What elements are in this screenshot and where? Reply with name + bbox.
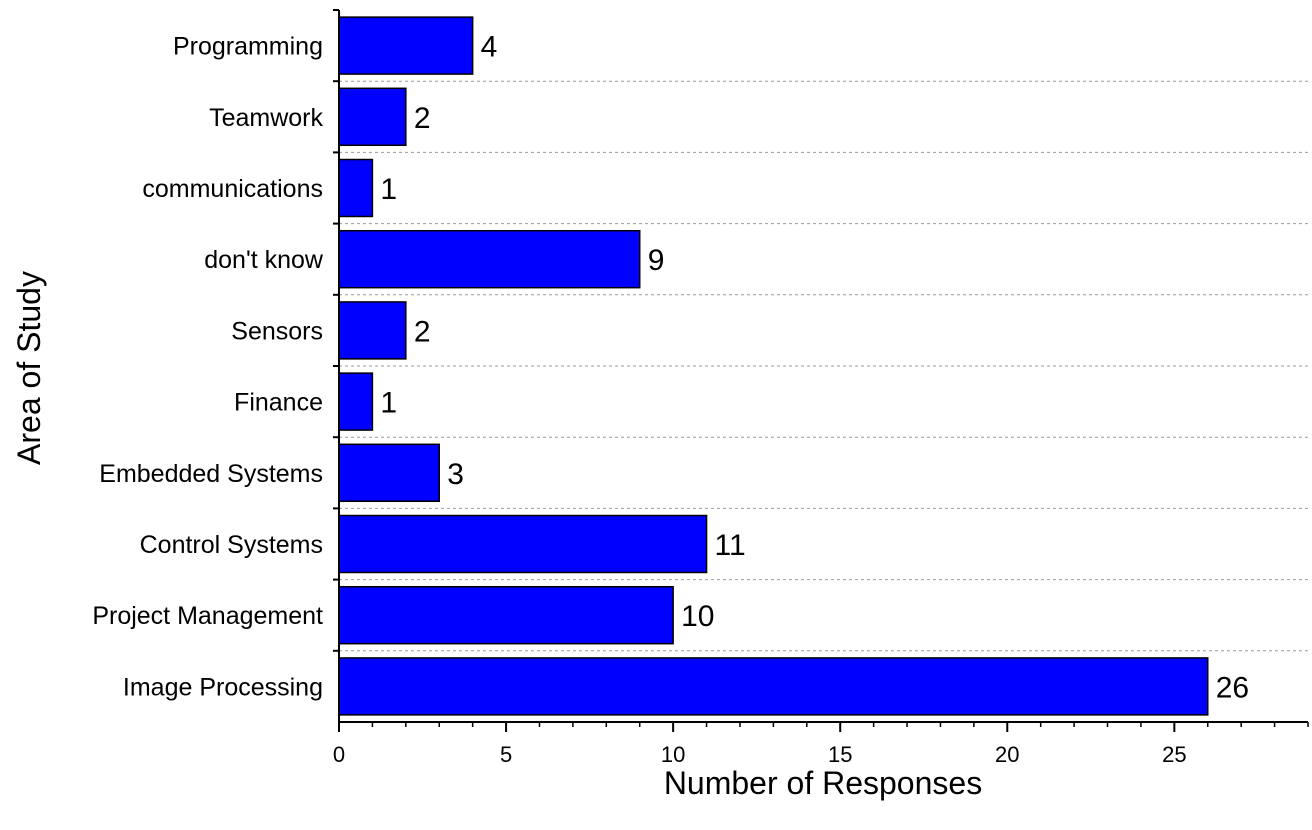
x-tick-label: 25 (1162, 742, 1186, 767)
value-label: 10 (681, 600, 714, 633)
x-tick-label: 15 (828, 742, 852, 767)
value-label: 26 (1216, 671, 1249, 704)
bar (338, 657, 1209, 716)
x-tick-label: 5 (500, 742, 512, 767)
value-label: 3 (447, 458, 464, 491)
bar (338, 16, 474, 75)
bar (338, 87, 407, 147)
category-label: don't know (204, 246, 324, 274)
category-label: Embedded Systems (99, 460, 323, 488)
value-label: 2 (414, 102, 431, 135)
value-label: 11 (715, 529, 746, 562)
category-label: Teamwork (209, 104, 323, 132)
y-axis-title: Area of Study (11, 271, 47, 465)
category-label: Control Systems (140, 531, 323, 559)
value-labels: 4 2 1 9 2 1 3 11 10 26 (380, 31, 1249, 705)
x-tick-labels: 0 5 10 15 20 25 (333, 742, 1187, 767)
bar (338, 514, 708, 574)
axes (333, 9, 1309, 732)
bar (338, 443, 440, 503)
category-label: Sensors (231, 317, 323, 345)
bars (338, 16, 1209, 716)
value-label: 1 (380, 387, 397, 420)
bar (338, 158, 374, 218)
value-label: 2 (414, 315, 431, 348)
value-label: 1 (380, 173, 397, 206)
category-label: Image Processing (123, 673, 323, 701)
value-label: 4 (481, 31, 498, 64)
category-labels: Programming Teamwork communications don't k… (92, 33, 324, 702)
bar (338, 301, 407, 360)
bar (338, 585, 674, 645)
x-tick-label: 0 (333, 742, 345, 767)
x-axis-title: Number of Responses (664, 765, 982, 801)
bar (338, 229, 641, 289)
category-label: Programming (173, 33, 323, 61)
value-label: 9 (648, 244, 665, 277)
category-label: Finance (234, 389, 323, 417)
x-tick-label: 10 (661, 742, 685, 767)
x-tick-label: 20 (995, 742, 1019, 767)
category-label: Project Management (92, 602, 323, 630)
category-label: communications (142, 175, 323, 203)
bar (338, 372, 374, 431)
